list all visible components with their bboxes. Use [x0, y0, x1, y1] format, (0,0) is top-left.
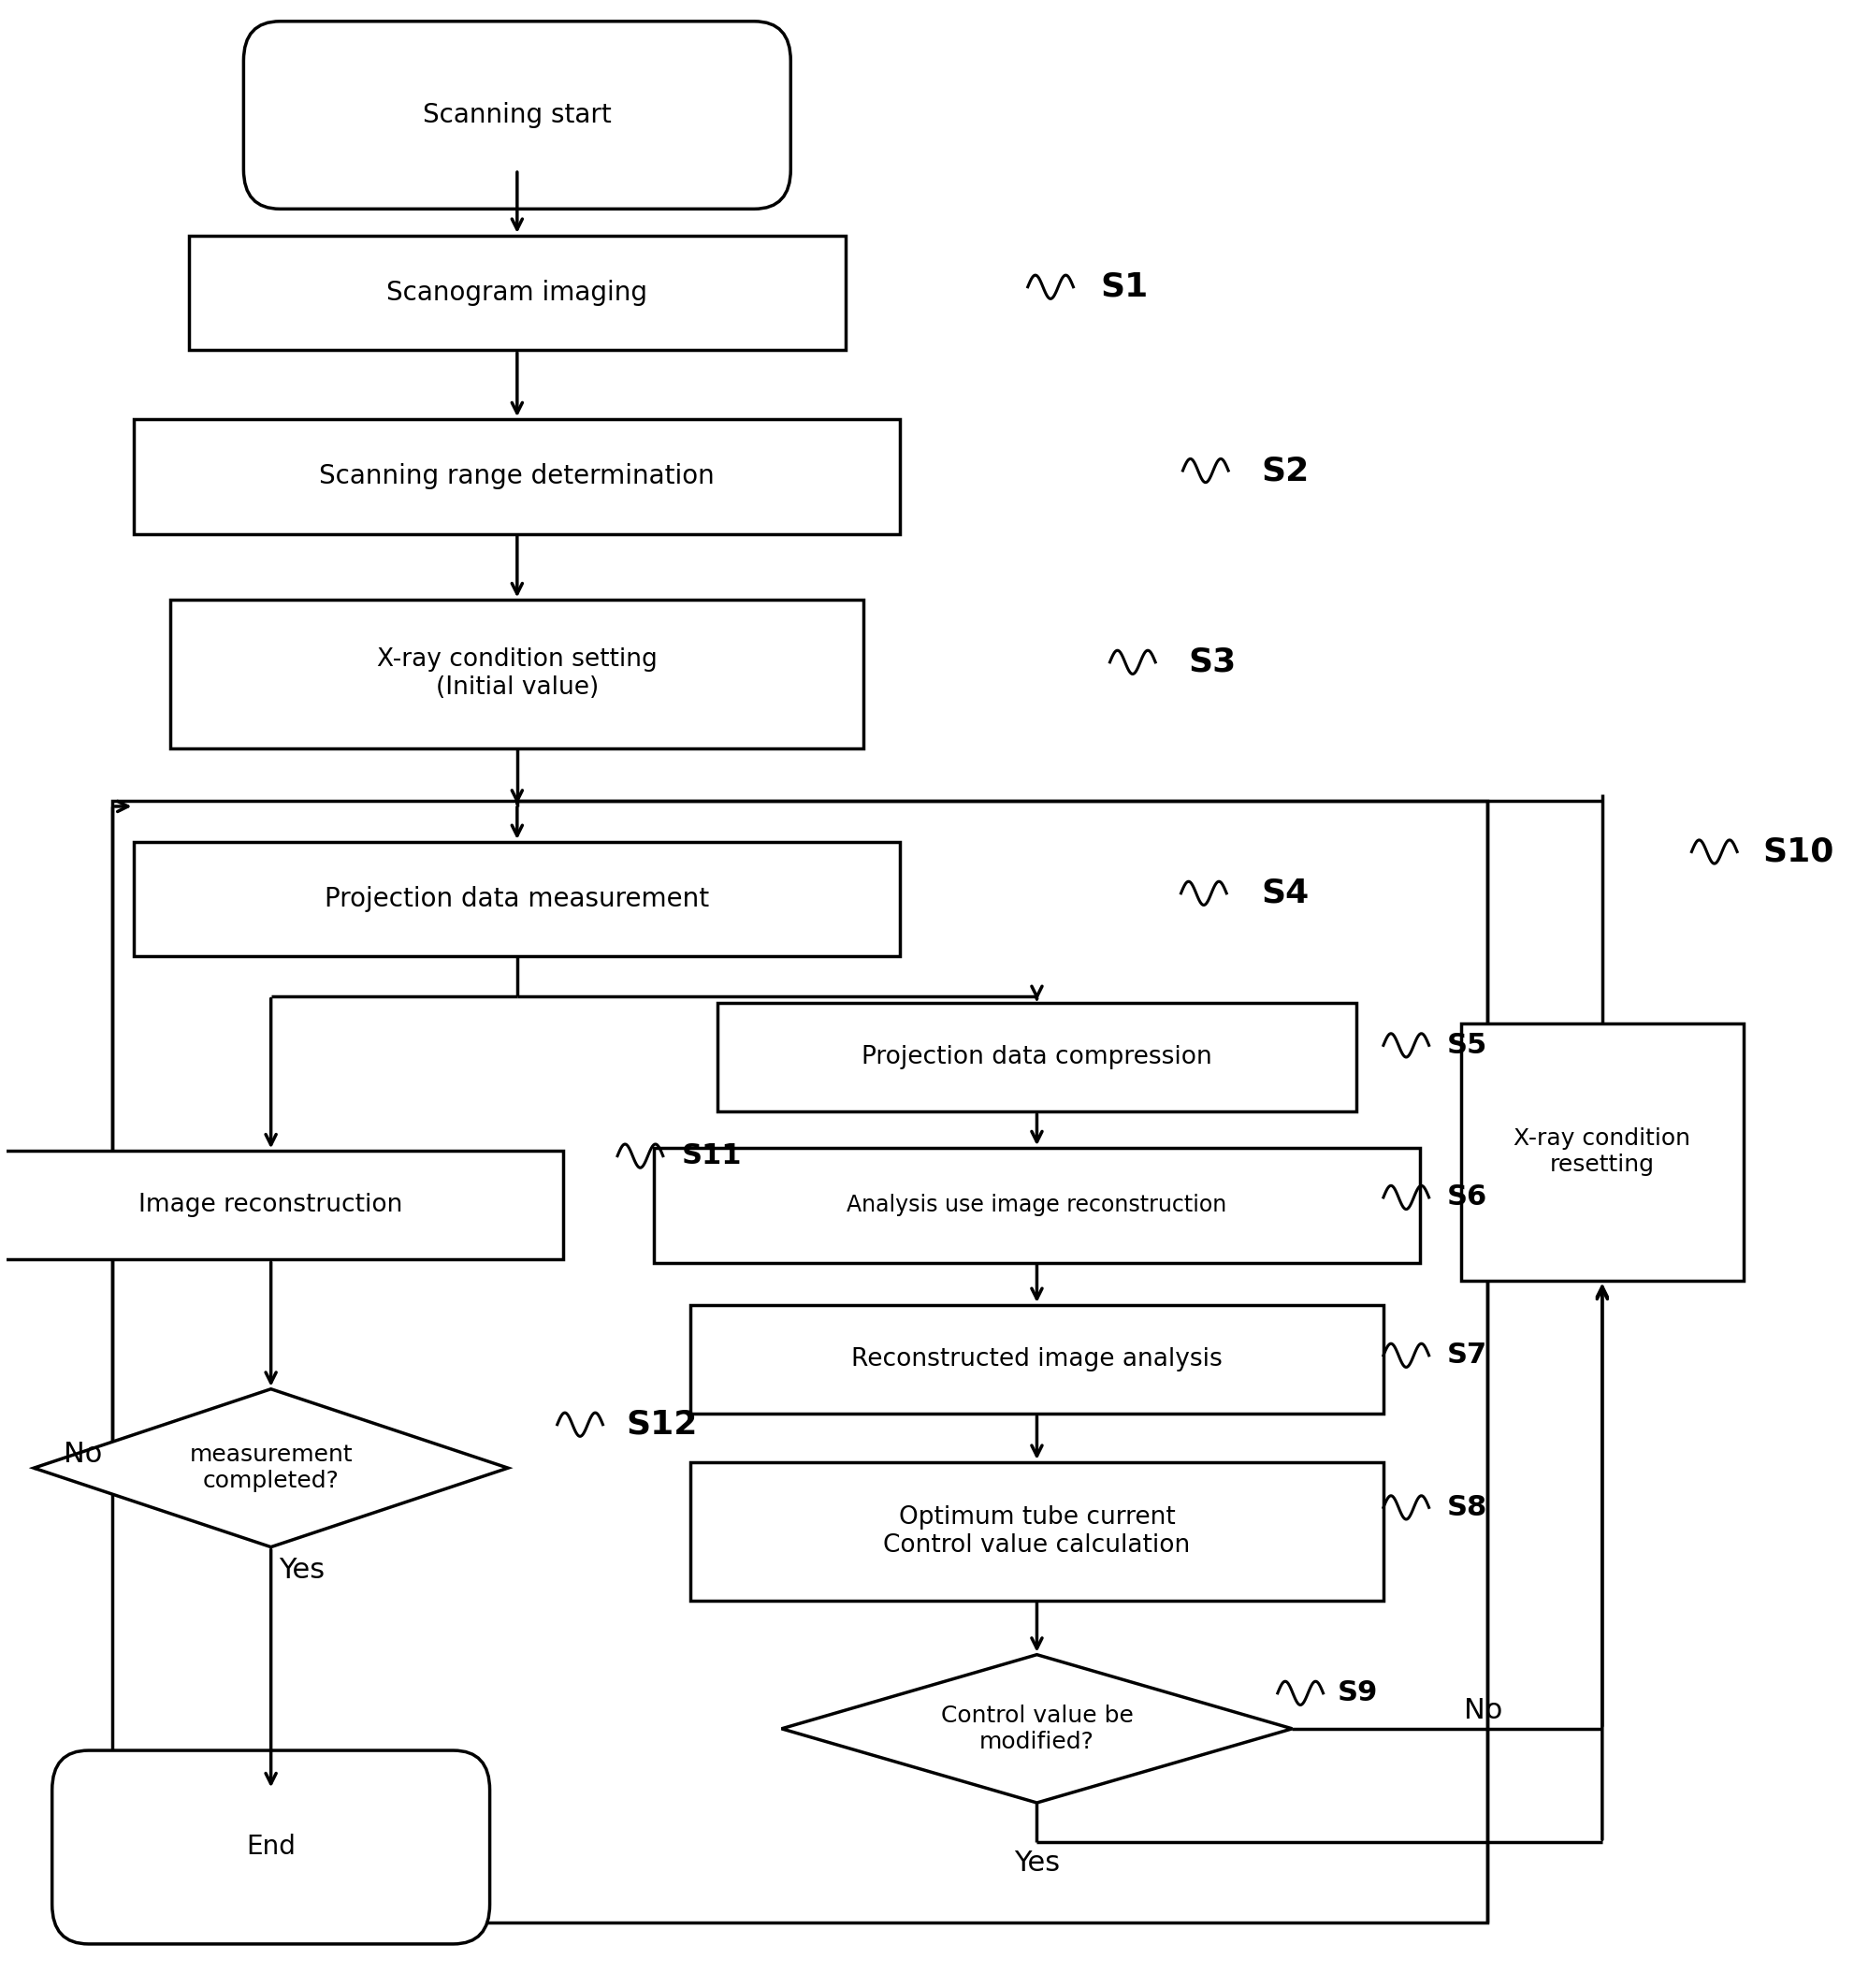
Text: X-ray condition
resetting: X-ray condition resetting [1513, 1127, 1689, 1177]
Bar [690, 1461, 1383, 1600]
Text: No: No [63, 1441, 102, 1467]
Text: Projection data measurement: Projection data measurement [324, 887, 708, 912]
Text: Yes: Yes [278, 1557, 324, 1584]
Bar [1461, 1024, 1743, 1280]
Text: S8: S8 [1446, 1493, 1487, 1521]
Text: S3: S3 [1188, 646, 1235, 678]
Text: Projection data compression: Projection data compression [860, 1046, 1211, 1070]
Text: S9: S9 [1337, 1680, 1378, 1708]
FancyBboxPatch shape [52, 1749, 489, 1944]
Text: S1: S1 [1099, 270, 1148, 302]
Text: S2: S2 [1261, 455, 1309, 487]
Bar [113, 801, 1487, 1922]
Text: X-ray condition setting
(Initial value): X-ray condition setting (Initial value) [376, 648, 656, 700]
Text: S4: S4 [1261, 877, 1309, 909]
Bar [133, 419, 899, 535]
Text: Image reconstruction: Image reconstruction [139, 1193, 402, 1217]
Text: Scanogram imaging: Scanogram imaging [386, 280, 647, 306]
Text: Analysis use image reconstruction: Analysis use image reconstruction [847, 1195, 1225, 1217]
Text: Scanning start: Scanning start [423, 101, 612, 127]
Bar [654, 1147, 1418, 1262]
Text: S10: S10 [1761, 835, 1834, 867]
Text: S6: S6 [1446, 1185, 1487, 1211]
Text: Reconstructed image analysis: Reconstructed image analysis [851, 1348, 1222, 1372]
Bar [189, 237, 845, 350]
Bar [690, 1304, 1383, 1413]
Bar [133, 843, 899, 956]
Bar [171, 600, 864, 747]
Text: Scanning range determination: Scanning range determination [319, 463, 714, 489]
Bar [0, 1151, 562, 1260]
Text: S7: S7 [1446, 1342, 1487, 1370]
Text: No: No [1463, 1698, 1502, 1724]
Text: S12: S12 [627, 1409, 697, 1441]
Text: Optimum tube current
Control value calculation: Optimum tube current Control value calcu… [883, 1505, 1190, 1557]
Polygon shape [33, 1390, 508, 1547]
Text: End: End [247, 1835, 295, 1861]
Text: Control value be
modified?: Control value be modified? [940, 1704, 1133, 1753]
Text: S11: S11 [680, 1143, 742, 1169]
Text: Yes: Yes [1014, 1849, 1059, 1877]
Polygon shape [781, 1654, 1292, 1803]
FancyBboxPatch shape [243, 22, 790, 209]
Text: S5: S5 [1446, 1032, 1487, 1060]
Text: measurement
completed?: measurement completed? [189, 1443, 352, 1493]
Bar [717, 1002, 1355, 1111]
